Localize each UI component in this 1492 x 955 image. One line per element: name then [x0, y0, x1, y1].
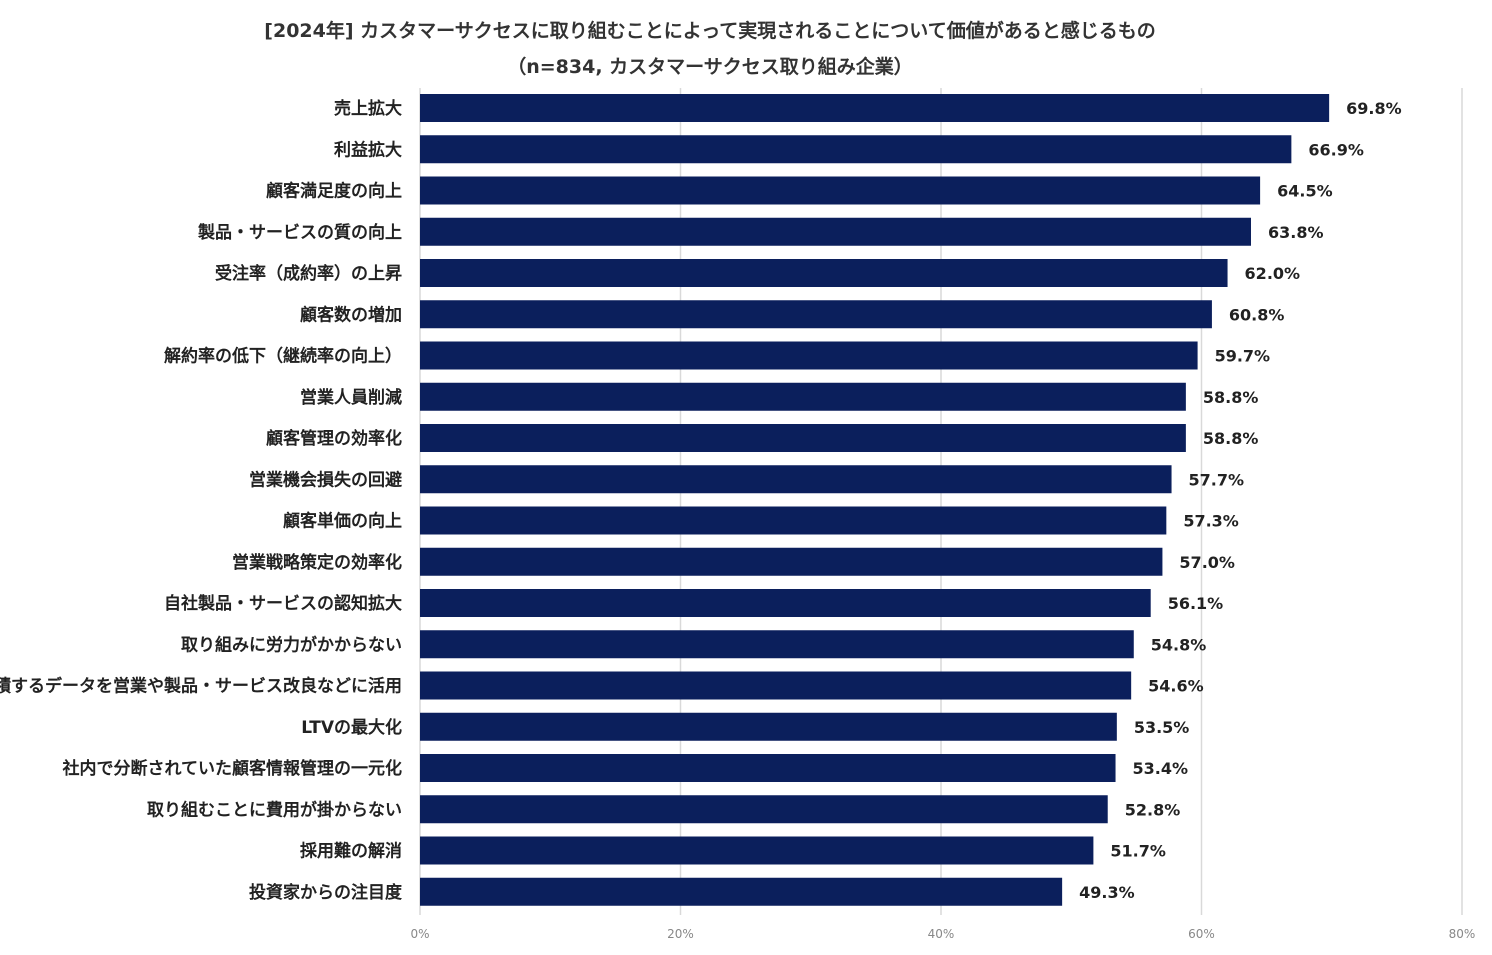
value-label: 57.7% — [1189, 470, 1245, 489]
bar — [420, 424, 1186, 452]
category-label: 利益拡大 — [334, 139, 402, 160]
category-label: 売上拡大 — [334, 98, 402, 119]
value-label: 69.8% — [1346, 99, 1402, 118]
x-axis-ticks: 0% 20% 40% 60% 80% — [410, 927, 1475, 941]
category-label: 営業人員削減 — [300, 387, 402, 408]
category-label: 取り組むことに費用が掛からない — [147, 799, 402, 820]
value-label: 54.6% — [1148, 677, 1204, 696]
bar — [420, 547, 1163, 576]
bar — [420, 300, 1212, 329]
category-labels: 売上拡大利益拡大顧客満足度の向上製品・サービスの質の向上受注率（成約率）の上昇顧… — [0, 98, 403, 903]
value-label: 58.8% — [1203, 388, 1259, 407]
bar — [420, 795, 1108, 824]
value-label: 59.7% — [1215, 347, 1271, 366]
category-label: 顧客満足度の向上 — [266, 181, 402, 202]
bar — [420, 836, 1094, 865]
bar — [420, 94, 1330, 122]
category-label: 自社製品・サービスの認知拡大 — [164, 593, 402, 614]
bar — [420, 176, 1261, 205]
bar — [420, 465, 1172, 494]
x-tick-label: 40% — [928, 927, 955, 941]
value-label: 51.7% — [1110, 842, 1166, 861]
value-label: 53.5% — [1134, 718, 1190, 737]
value-label: 56.1% — [1168, 594, 1224, 613]
value-label: 60.8% — [1229, 305, 1285, 324]
value-label: 66.9% — [1308, 140, 1364, 159]
x-tick-label: 0% — [410, 927, 429, 941]
category-label: 顧客管理の効率化 — [266, 428, 402, 449]
bar — [420, 877, 1063, 906]
value-label: 53.4% — [1133, 759, 1189, 778]
category-label: 社内で分断されていた顧客情報管理の一元化 — [62, 758, 403, 779]
category-label: 製品・サービスの質の向上 — [197, 222, 402, 243]
value-label: 57.3% — [1183, 512, 1239, 531]
bar — [420, 217, 1251, 246]
value-label: 63.8% — [1268, 223, 1324, 242]
bar — [420, 135, 1292, 164]
category-label: 解約率の低下（継続率の向上） — [164, 346, 402, 367]
category-label: 取り組みに労力がかからない — [181, 634, 402, 655]
value-label: 64.5% — [1277, 182, 1333, 201]
x-tick-label: 80% — [1449, 927, 1476, 941]
category-label: 投資家からの注目度 — [249, 882, 403, 903]
value-label: 52.8% — [1125, 800, 1181, 819]
bars — [420, 94, 1330, 906]
category-label: LTVの最大化 — [301, 717, 402, 738]
value-label: 54.8% — [1151, 635, 1207, 654]
category-label: 営業機会損失の回避 — [249, 469, 402, 490]
grid-lines — [419, 88, 1463, 915]
value-label: 62.0% — [1245, 264, 1301, 283]
bar — [420, 712, 1117, 741]
value-label: 57.0% — [1179, 553, 1235, 572]
x-tick-label: 20% — [667, 927, 694, 941]
category-label: 蓄積するデータを営業や製品・サービス改良などに活用 — [0, 676, 402, 697]
category-label: 顧客単価の向上 — [283, 511, 402, 532]
category-label: 受注率（成約率）の上昇 — [215, 263, 402, 284]
category-label: 顧客数の増加 — [300, 304, 402, 325]
bar — [420, 671, 1132, 700]
bar — [420, 259, 1228, 287]
value-label: 58.8% — [1203, 429, 1259, 448]
category-label: 営業戦略策定の効率化 — [232, 552, 402, 573]
category-label: 採用難の解消 — [300, 841, 402, 862]
bar — [420, 341, 1198, 370]
bar — [420, 630, 1134, 659]
chart-title: [2024年] カスタマーサクセスに取り組むことによって実現されることについて価… — [264, 20, 1156, 42]
value-label: 49.3% — [1079, 883, 1135, 902]
bar — [420, 382, 1186, 411]
x-tick-label: 60% — [1188, 927, 1215, 941]
bar — [420, 506, 1167, 535]
chart-subtitle: （n=834, カスタマーサクセス取り組み企業） — [507, 56, 913, 78]
bar — [420, 589, 1151, 617]
bar — [420, 754, 1116, 782]
value-labels: 69.8% 66.9% 64.5% 63.8% 62.0% 60.8% 59.7% 58.8%… — [1079, 99, 1402, 902]
